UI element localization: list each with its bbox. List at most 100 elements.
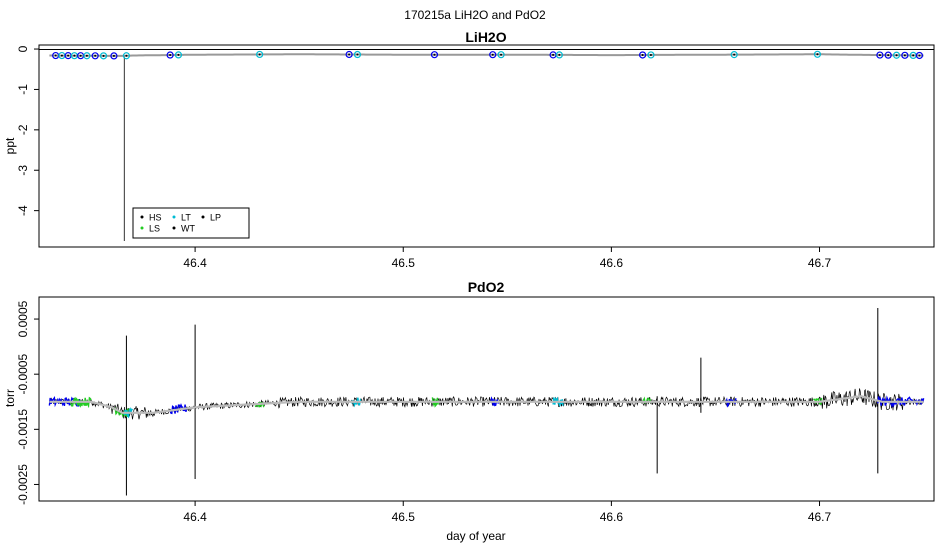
pdo2-y-axis: 0.0005 -0.0005 -0.0015 -0.0025	[16, 300, 39, 505]
legend-label: HS	[149, 213, 162, 223]
data-marker-dot	[558, 53, 561, 56]
data-marker-dot	[169, 54, 172, 57]
legend-key	[172, 215, 176, 219]
y-tick-label: -1	[16, 84, 30, 95]
pdo2-xlabel: day of year	[446, 529, 505, 543]
data-marker-dot	[79, 54, 82, 57]
data-marker	[345, 50, 353, 59]
data-marker-dot	[816, 53, 819, 56]
data-marker-dot	[60, 54, 63, 57]
lih2o-series	[39, 49, 934, 241]
data-marker	[730, 51, 738, 59]
data-marker	[639, 51, 647, 59]
legend-label: LS	[149, 224, 160, 234]
data-marker-dot	[348, 53, 351, 56]
data-marker	[83, 52, 91, 60]
data-marker-dot	[258, 53, 261, 56]
data-marker	[497, 51, 505, 59]
y-tick-label: -0.0015	[16, 409, 30, 450]
baseline-line	[49, 395, 924, 414]
pdo2-ylabel: torr	[3, 389, 17, 407]
data-marker-dot	[112, 54, 115, 57]
data-marker-dot	[912, 54, 915, 57]
y-tick-label: -3	[16, 165, 30, 176]
data-marker-dot	[491, 53, 494, 56]
data-marker	[884, 51, 892, 59]
data-marker	[91, 52, 99, 60]
data-marker-dot	[641, 53, 644, 56]
data-marker	[122, 52, 131, 60]
data-marker	[915, 51, 924, 60]
lih2o-x-axis: 46.4 46.5 46.6 46.7	[183, 247, 832, 270]
data-marker	[353, 50, 362, 59]
legend-key	[201, 215, 205, 219]
colored-segment	[877, 395, 908, 409]
y-tick-label: 0	[16, 45, 30, 52]
colored-segment	[169, 403, 188, 415]
data-marker-dot	[903, 54, 906, 57]
data-marker-dot	[887, 54, 890, 57]
x-tick-label: 46.7	[808, 510, 832, 524]
data-marker-dot	[733, 53, 736, 56]
data-marker-dot	[878, 54, 881, 57]
legend-box	[132, 207, 250, 239]
y-tick-label: 0.0005	[16, 300, 30, 337]
data-marker	[174, 51, 183, 59]
data-marker-dot	[67, 54, 70, 57]
data-marker	[99, 52, 108, 60]
data-marker-dot	[552, 53, 555, 56]
noisy-trace	[49, 388, 924, 420]
data-marker-dot	[94, 54, 97, 57]
pdo2-plot-frame	[38, 296, 935, 502]
data-marker	[813, 50, 822, 58]
y-tick-label: -4	[16, 205, 30, 216]
data-marker-dot	[500, 53, 503, 56]
pdo2-x-axis: 46.4 46.5 46.6 46.7	[183, 501, 832, 524]
legend-label: WT	[181, 224, 195, 234]
data-marker	[555, 51, 563, 59]
x-tick-label: 46.6	[600, 256, 624, 270]
series-line	[49, 53, 924, 57]
data-marker-dot	[895, 54, 898, 57]
data-marker	[876, 51, 884, 59]
legend-key	[140, 215, 144, 219]
colored-segment	[813, 397, 823, 405]
data-marker	[256, 50, 264, 59]
data-marker	[110, 52, 118, 60]
data-marker-dot	[125, 54, 128, 57]
legend-label: LT	[181, 213, 191, 223]
data-marker-dot	[73, 54, 76, 57]
lih2o-title: LiH2O	[465, 29, 506, 45]
data-marker	[489, 51, 497, 59]
lih2o-ylabel: ppt	[3, 137, 17, 154]
legend-label: LP	[210, 213, 221, 223]
x-tick-label: 46.7	[808, 256, 832, 270]
x-tick-label: 46.6	[600, 510, 624, 524]
pdo2-series	[48, 308, 925, 496]
data-marker-dot	[356, 53, 359, 56]
figure-title: 170215a LiH2O and PdO2	[404, 8, 546, 22]
pdo2-title: PdO2	[468, 279, 505, 295]
lih2o-y-axis: 0 -1 -2 -3 -4	[16, 45, 39, 216]
x-tick-label: 46.5	[392, 510, 416, 524]
legend-key	[172, 226, 176, 230]
data-marker	[430, 51, 439, 59]
x-tick-label: 46.4	[183, 510, 207, 524]
lih2o-plot-frame	[38, 44, 935, 248]
colored-segment	[69, 396, 92, 409]
data-marker-dot	[918, 54, 921, 57]
y-tick-label: -0.0005	[16, 354, 30, 395]
data-marker-dot	[649, 53, 652, 56]
data-marker	[901, 51, 909, 59]
data-marker-dot	[177, 53, 180, 56]
data-marker-dot	[433, 53, 436, 56]
data-marker-dot	[54, 54, 57, 57]
legend-key	[140, 226, 144, 230]
y-tick-label: -0.0025	[16, 464, 30, 505]
x-tick-label: 46.5	[392, 256, 416, 270]
data-marker	[892, 51, 901, 59]
data-marker	[647, 51, 655, 59]
data-marker	[166, 51, 174, 59]
